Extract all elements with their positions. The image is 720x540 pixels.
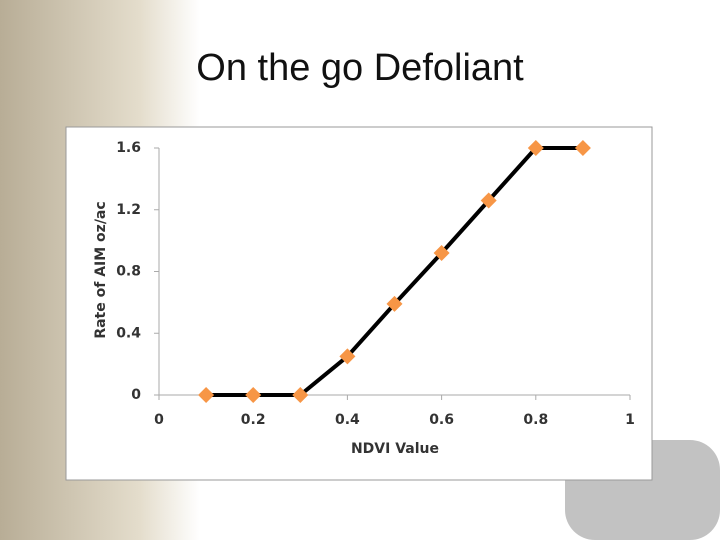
marker [386, 295, 403, 312]
y-tick-label: 0.4 [116, 325, 141, 341]
marker [574, 140, 591, 156]
x-tick-label: 0.8 [523, 412, 548, 428]
marker [245, 387, 262, 403]
y-tick-label: 0 [131, 387, 141, 403]
x-tick-label: 0.6 [429, 412, 454, 428]
marker [480, 192, 497, 209]
x-tick-label: 0.2 [241, 412, 266, 428]
y-tick-label: 1.2 [116, 202, 141, 218]
y-tick-label: 0.8 [116, 264, 141, 280]
x-axis-title: NDVI Value [351, 441, 439, 457]
y-tick-label: 1.6 [116, 140, 141, 156]
marker [433, 244, 450, 261]
y-axis-title: Rate of AIM oz/ac [93, 201, 109, 338]
plot: 0 0.4 0.8 1.2 1.6 0 0.2 0.4 0.6 0.8 1 [116, 140, 635, 428]
x-tick-label: 0 [154, 412, 164, 428]
marker [339, 348, 356, 365]
chart-frame [65, 126, 653, 481]
x-tick-label: 1 [625, 412, 635, 428]
marker [527, 140, 544, 156]
marker [198, 387, 215, 403]
x-tick-label: 0.4 [335, 412, 360, 428]
slide-title: On the go Defoliant [196, 47, 524, 89]
marker [292, 387, 309, 403]
